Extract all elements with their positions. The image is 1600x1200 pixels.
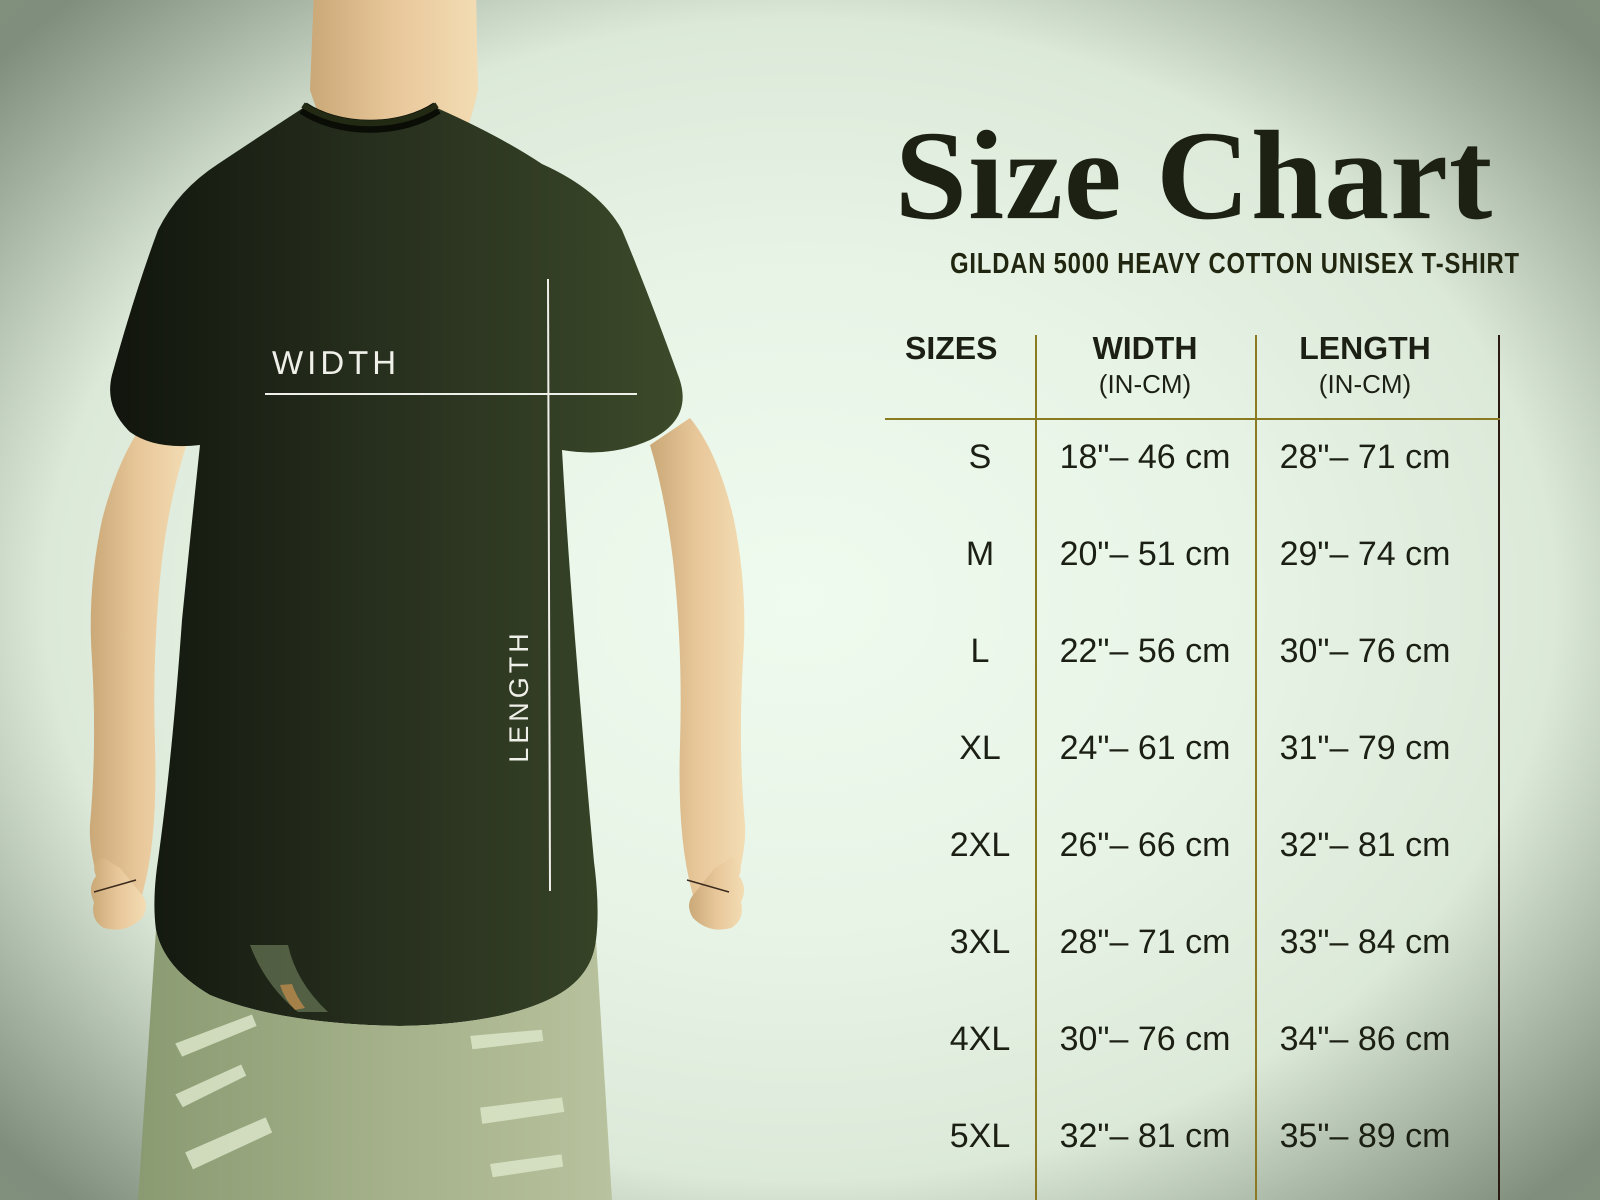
svg-text:LENGTH: LENGTH	[504, 629, 534, 763]
